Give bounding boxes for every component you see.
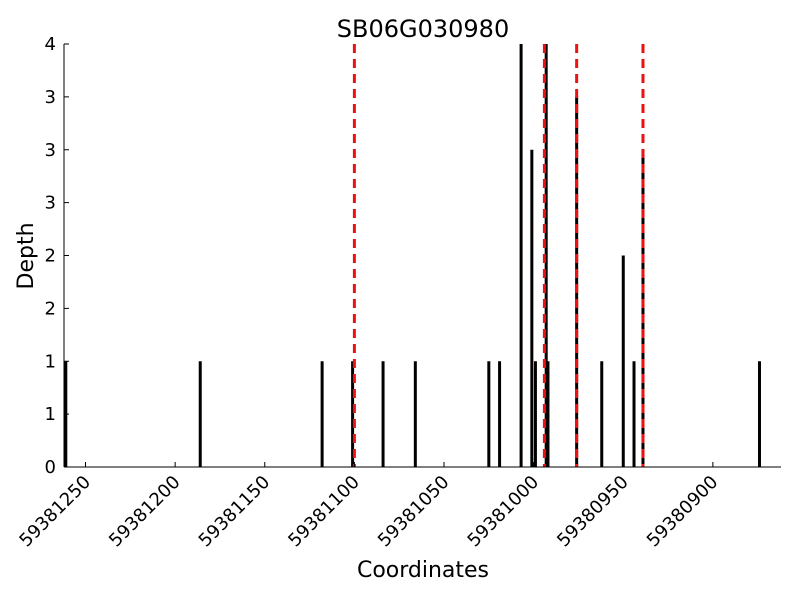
x-tick-label-4: 59381050 <box>374 472 454 552</box>
y-tick-label-0: 0 <box>45 457 56 478</box>
bar-14 <box>600 361 604 467</box>
x-tick-label-3: 59381100 <box>284 472 364 552</box>
bar-10 <box>533 361 537 467</box>
bar-18 <box>757 361 761 467</box>
bar-6 <box>487 361 491 467</box>
bar-8 <box>519 44 523 467</box>
y-tick-label-8: 4 <box>45 34 56 55</box>
y-tick-label-1: 1 <box>45 404 56 425</box>
x-tick-label-2: 59381150 <box>195 472 275 552</box>
axes-layer: 0 1 1 2 2 3 3 3 4 59381250 59381200 59381150 5938110… <box>15 34 781 551</box>
bar-13 <box>575 96 579 467</box>
y-tick-label-4: 2 <box>45 246 56 267</box>
y-tick-label-6: 3 <box>45 140 56 161</box>
bars-layer <box>64 44 761 467</box>
x-tick-label-0: 59381250 <box>15 472 95 552</box>
bar-1 <box>198 361 202 467</box>
bar-12 <box>546 361 550 467</box>
bar-7 <box>498 361 502 467</box>
bar-16 <box>632 361 636 467</box>
markers-layer <box>352 44 645 467</box>
y-tick-label-3: 2 <box>45 298 56 319</box>
bar-5 <box>413 361 417 467</box>
y-tick-label-5: 3 <box>45 193 56 214</box>
chart-title: SB06G030980 <box>337 15 509 43</box>
y-tick-label-7: 3 <box>45 87 56 108</box>
bar-11 <box>544 44 548 467</box>
x-tick-label-7: 59380900 <box>643 472 723 552</box>
bar-3 <box>351 361 355 467</box>
x-tick-label-5: 59381000 <box>464 472 544 552</box>
x-axis-label: Coordinates <box>357 558 489 583</box>
bar-9 <box>530 149 534 467</box>
x-tick-label-1: 59381200 <box>105 472 185 552</box>
x-tick-label-6: 59380950 <box>553 472 633 552</box>
bar-4 <box>381 361 385 467</box>
y-axis-label: Depth <box>14 222 39 289</box>
y-tick-label-2: 1 <box>45 351 56 372</box>
bar-2 <box>320 361 324 467</box>
bar-17 <box>641 149 645 467</box>
bar-15 <box>621 255 625 467</box>
